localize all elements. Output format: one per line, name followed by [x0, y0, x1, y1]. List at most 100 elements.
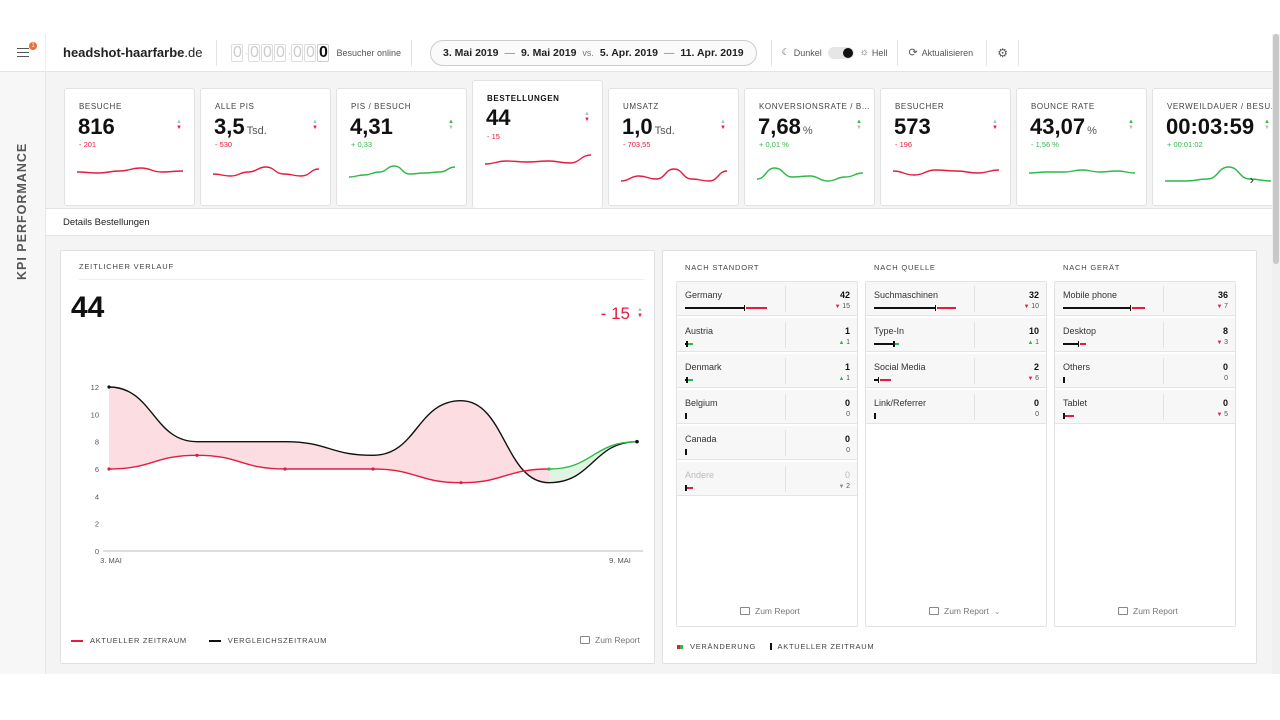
vertical-scrollbar[interactable]	[1272, 34, 1280, 674]
change-swatch	[677, 644, 683, 649]
kpi-delta: - 1,56 %	[1031, 140, 1059, 149]
current-point	[195, 453, 199, 457]
chevron-right-icon[interactable]: ›	[1249, 172, 1254, 187]
app-window: 1 headshot-haarfarbe.de 0 · 0 0 0 · 0 0 …	[0, 34, 1280, 674]
y-tick-label: 2	[95, 520, 99, 529]
divider	[986, 39, 988, 66]
sparkline-path	[349, 165, 455, 178]
divider	[785, 358, 786, 384]
rail-title: KPI PERFORMANCE	[15, 142, 29, 280]
kpi-card[interactable]: BESTELLUNGEN 44 - 15 ▲ ▼	[472, 80, 603, 208]
item-value: 0	[844, 398, 850, 408]
list-item[interactable]: Austria 1 ▲ 1	[677, 318, 857, 352]
list-item[interactable]: Link/Referrer 0 0	[866, 390, 1046, 424]
column-report-link[interactable]: Zum Report	[740, 606, 800, 616]
kpi-value: 44	[486, 105, 512, 131]
current-bar	[874, 343, 894, 345]
comparison-bar	[685, 377, 765, 383]
list-item[interactable]: Canada 0 0	[677, 426, 857, 460]
refresh-button[interactable]: ⟳ Aktualisieren	[908, 46, 973, 59]
toggle-knob	[842, 47, 853, 58]
site-name[interactable]: headshot-haarfarbe.de	[63, 45, 202, 60]
details-tab-row: Details Bestellungen	[46, 208, 1272, 236]
kpi-card[interactable]: ALLE PIS 3,5 Tsd. - 530 ▲ ▼	[200, 88, 331, 206]
item-name: Desktop	[1063, 326, 1097, 336]
comparison-bar	[1063, 377, 1143, 383]
kpi-label: BESUCHER	[895, 102, 945, 111]
kpi-number: 43,07	[1030, 114, 1086, 139]
list-item[interactable]: Andere 0 ▼ 2	[677, 462, 857, 496]
item-name: Link/Referrer	[874, 398, 927, 408]
site-tld: .de	[184, 45, 203, 60]
breakdown-legend: VERÄNDERUNG AKTUELLER ZEITRAUM	[677, 642, 888, 651]
list-item[interactable]: Social Media 2 ▼ 6	[866, 354, 1046, 388]
item-delta: 0	[1035, 411, 1039, 418]
series-compare-line	[108, 386, 638, 484]
divider	[1163, 322, 1164, 348]
date-range-picker[interactable]: 3. Mai 2019 — 9. Mai 2019 vs. 5. Apr. 20…	[430, 39, 757, 66]
current-bar	[1063, 343, 1078, 345]
kpi-card[interactable]: PIS / BESUCH 4,31 + 0,33 ▲ ▼	[336, 88, 467, 206]
menu-button[interactable]: 1	[0, 34, 46, 72]
list-item[interactable]: Others 0 0	[1055, 354, 1235, 388]
settings-button[interactable]: ⚙	[997, 46, 1008, 60]
counter-digit: 0	[274, 43, 287, 62]
kpi-card[interactable]: KONVERSIONSRATE / B... 7,68% + 0,01 % ▲ ▼	[744, 88, 875, 206]
online-label: Besucher online	[336, 47, 401, 58]
kpi-label: BESTELLUNGEN	[487, 94, 560, 103]
list-item[interactable]: Suchmaschinen 32 ▼ 10	[866, 282, 1046, 316]
kpi-sparkline	[1029, 169, 1135, 174]
scrollbar-thumb[interactable]	[1273, 34, 1279, 264]
report-icon	[1118, 607, 1128, 615]
item-name: Mobile phone	[1063, 290, 1118, 300]
list-item[interactable]: Tablet 0 ▼ 5	[1055, 390, 1235, 424]
kpi-card[interactable]: UMSATZ 1,0 Tsd. - 703,55 ▲ ▼	[608, 88, 739, 206]
column-report-link[interactable]: Zum Report	[1118, 606, 1178, 616]
column-report-link[interactable]: Zum Report ⌄	[929, 606, 1001, 616]
change-bar	[687, 379, 693, 381]
item-value: 0	[844, 434, 850, 444]
trend-arrow-icon: ▼	[1216, 340, 1225, 346]
comparison-bar	[685, 449, 765, 455]
item-name: Denmark	[685, 362, 722, 372]
comparison-bar	[685, 413, 765, 419]
chart-report-link[interactable]: Zum Report	[580, 635, 640, 645]
item-delta-value: 0	[846, 411, 850, 418]
theme-toggle[interactable]	[827, 46, 854, 59]
trend-arrows-icon: ▲ ▼	[992, 119, 998, 131]
kpi-delta: - 196	[895, 140, 913, 149]
item-value: 1	[844, 362, 850, 372]
kpi-card[interactable]: BESUCHER 573- 196 ▲ ▼	[880, 88, 1011, 206]
kpi-sparkline	[621, 168, 727, 182]
list-item[interactable]: Mobile phone 36 ▼ 7	[1055, 282, 1235, 316]
kpi-card[interactable]: VERWEILDAUER / BESU... 00:03:59 + 00:01:02…	[1152, 88, 1280, 206]
list-item[interactable]: Belgium 0 0	[677, 390, 857, 424]
sparkline-path	[621, 168, 727, 182]
change-bar	[1065, 415, 1075, 417]
divider	[974, 286, 975, 312]
list-item[interactable]: Denmark 1 ▲ 1	[677, 354, 857, 388]
divider	[79, 279, 644, 280]
item-value: 0	[1033, 398, 1039, 408]
column-title: NACH QUELLE	[874, 263, 936, 272]
sparkline-path	[77, 167, 183, 174]
current-tick	[685, 449, 687, 455]
kpi-number: 816	[78, 114, 115, 139]
gear-icon: ⚙	[997, 45, 1008, 60]
tab-details-bestellungen[interactable]: Details Bestellungen	[63, 217, 150, 228]
current-bar	[874, 307, 935, 309]
divider	[411, 39, 412, 66]
kpi-card[interactable]: BOUNCE RATE 43,07% - 1,56 % ▲ ▼	[1016, 88, 1147, 206]
list-item[interactable]: Germany 42 ▼ 15	[677, 282, 857, 316]
sparkline-path	[893, 169, 999, 176]
current-bar	[685, 307, 744, 309]
comparison-bar	[685, 305, 767, 311]
item-delta-value: 1	[846, 339, 850, 346]
list-item[interactable]: Type-In 10 ▲ 1	[866, 318, 1046, 352]
compare-to: 11. Apr. 2019	[680, 46, 744, 59]
vs-label: vs.	[582, 47, 594, 58]
list-item[interactable]: Desktop 8 ▼ 3	[1055, 318, 1235, 352]
kpi-card[interactable]: BESUCHE 816- 201 ▲ ▼	[64, 88, 195, 206]
item-delta: 0	[846, 447, 850, 454]
divider	[216, 39, 218, 66]
